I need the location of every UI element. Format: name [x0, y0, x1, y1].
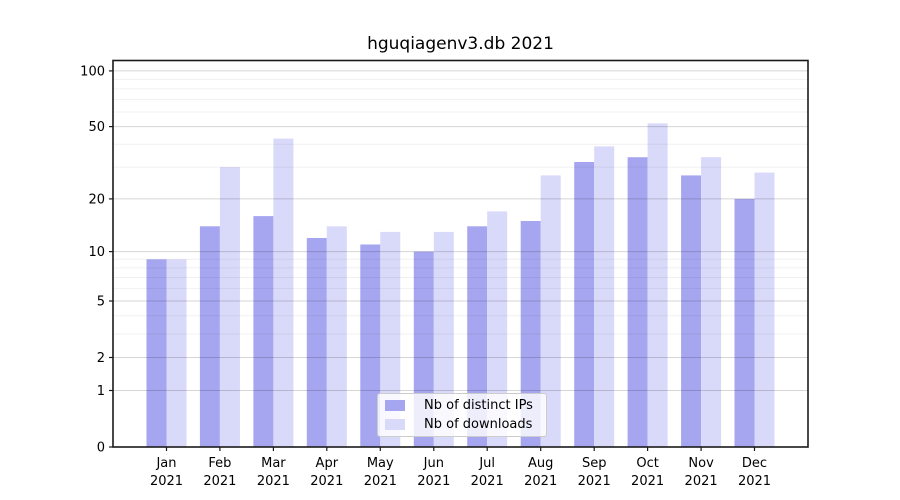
bar-downloads-mar	[273, 138, 294, 447]
y-tick-label-0: 0	[97, 441, 105, 456]
y-tick-label-5: 5	[97, 295, 105, 310]
bar-downloads-jan	[166, 259, 187, 447]
bar-ips-mar	[253, 216, 274, 447]
y-tick-label-20: 20	[88, 192, 105, 207]
minor-gridlines	[113, 78, 808, 335]
bar-ips-feb	[199, 226, 220, 447]
bar-downloads-sep	[594, 146, 615, 447]
y-tick-label-100: 100	[80, 64, 105, 79]
x-tick-label-month-aug: Aug	[528, 456, 553, 471]
bar-downloads-aug	[540, 175, 561, 447]
bar-downloads-dec	[754, 172, 775, 447]
x-tick-label-year-sep: 2021	[578, 474, 611, 489]
x-tick-label-month-oct: Oct	[636, 456, 658, 471]
x-tick-label-month-sep: Sep	[582, 456, 607, 471]
y-tick-label-10: 10	[88, 245, 105, 260]
x-tick-label-year-nov: 2021	[685, 474, 718, 489]
x-tick-label-year-oct: 2021	[631, 474, 664, 489]
bar-ips-apr	[306, 238, 327, 447]
bar-ips-oct	[627, 157, 648, 447]
x-tick-label-month-dec: Dec	[742, 456, 767, 471]
axes-spines	[112, 59, 809, 448]
y-tick-label-1: 1	[97, 384, 105, 399]
bar-downloads-jul	[487, 211, 508, 447]
chart-title: hguqiagenv3.db 2021	[367, 34, 554, 54]
legend-row-distinct-ips: Nb of distinct IPs	[385, 398, 538, 413]
x-tick-label-month-nov: Nov	[688, 456, 714, 471]
bar-ips-jan	[146, 259, 167, 447]
legend-swatch-distinct-ips	[385, 400, 405, 411]
bar-ips-jul	[467, 226, 488, 447]
bar-ips-sep	[574, 162, 595, 447]
x-tick-label-year-jun: 2021	[417, 474, 450, 489]
y-tick-label-50: 50	[88, 120, 105, 135]
bar-ips-aug	[520, 221, 541, 447]
x-tick-label-month-jul: Jul	[478, 456, 495, 471]
bar-downloads-apr	[326, 226, 347, 447]
legend: Nb of distinct IPs Nb of downloads	[377, 393, 547, 437]
x-tick-label-month-jun: Jun	[423, 456, 444, 471]
bar-ips-nov	[681, 175, 702, 447]
legend-row-downloads: Nb of downloads	[385, 417, 538, 432]
x-tick-label-month-feb: Feb	[208, 456, 231, 471]
x-tick-label-month-jan: Jan	[155, 456, 176, 471]
x-tick-label-month-apr: Apr	[316, 456, 339, 471]
bar-ips-may	[360, 244, 381, 447]
y-axis-ticks: 0 1 2 5 10 20 50 100	[80, 64, 113, 456]
x-tick-label-year-aug: 2021	[524, 474, 557, 489]
bar-downloads-nov	[701, 157, 722, 447]
bar-downloads-feb	[219, 167, 240, 447]
x-tick-label-year-dec: 2021	[738, 474, 771, 489]
x-tick-label-month-may: May	[367, 456, 394, 471]
legend-label-downloads: Nb of downloads	[424, 417, 533, 432]
x-tick-label-year-jul: 2021	[471, 474, 504, 489]
legend-swatch-downloads	[385, 419, 405, 430]
x-axis-ticks: Jan 2021 Feb 2021 Mar 2021 Apr 2021 May 2021 Jun 20…	[150, 447, 771, 489]
x-tick-label-year-may: 2021	[364, 474, 397, 489]
y-tick-label-2: 2	[97, 351, 105, 366]
legend-label-distinct-ips: Nb of distinct IPs	[424, 398, 533, 413]
bar-downloads-oct	[647, 123, 668, 448]
x-tick-label-year-feb: 2021	[203, 474, 236, 489]
x-tick-label-year-apr: 2021	[310, 474, 343, 489]
major-gridlines	[113, 70, 808, 391]
bar-ips-dec	[734, 198, 755, 447]
x-tick-label-year-mar: 2021	[257, 474, 290, 489]
x-tick-label-month-mar: Mar	[261, 456, 286, 471]
x-tick-label-year-jan: 2021	[150, 474, 183, 489]
